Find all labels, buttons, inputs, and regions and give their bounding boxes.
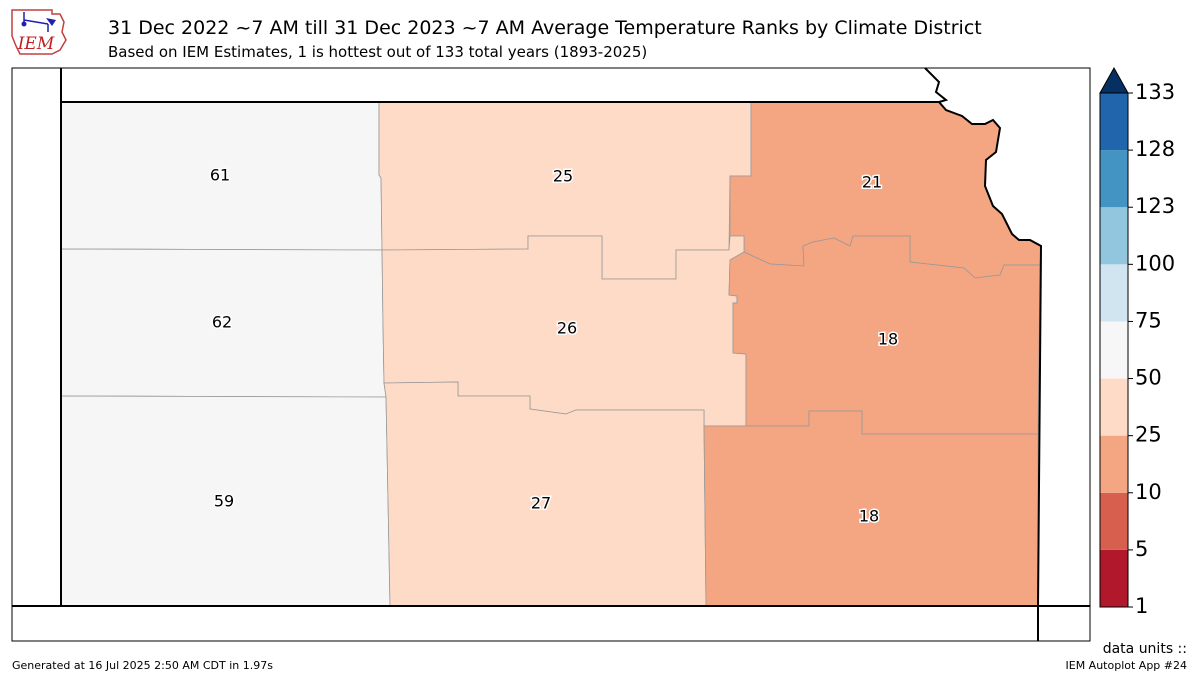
colorbar-segment [1100,207,1128,265]
rank-label-southwest: 59 [214,492,234,511]
rank-label-east-central: 18 [878,330,898,349]
colorbar-tick-label: 128 [1135,137,1175,161]
map-subtitle: Based on IEM Estimates, 1 is hottest out… [108,43,648,61]
colorbar-tick-label: 123 [1135,194,1175,218]
colorbar-extend-arrow [1099,66,1129,94]
colorbar-segment [1100,321,1128,379]
weather-station-icon [21,12,56,32]
colorbar-tick-label: 133 [1135,80,1175,104]
colorbar-tick-label: 100 [1135,251,1175,275]
colorbar-tick-label: 75 [1135,308,1162,332]
iem-logo: IEM [11,9,67,55]
colorbar-tick-label: 10 [1135,480,1162,504]
colorbar-frame [1099,92,1129,608]
map-title: 31 Dec 2022 ~7 AM till 31 Dec 2023 ~7 AM… [108,17,982,39]
colorbar-segment [1100,378,1128,436]
river-border-line [924,67,949,103]
colorbar: 1 5 10 25 50 75 100 123 128 133 [1099,66,1175,618]
logo-text: IEM [17,34,55,54]
data-units-label: data units :: [1102,641,1187,657]
colorbar-tick-label: 25 [1135,423,1162,447]
state-boundary [60,101,1043,607]
rank-label-northwest: 61 [210,166,230,185]
colorbar-tick-label: 50 [1135,366,1162,390]
colorbar-tick-label: 1 [1135,594,1148,618]
generated-timestamp: Generated at 16 Jul 2025 2:50 AM CDT in … [12,659,273,672]
colorbar-segment [1100,435,1128,493]
colorbar-tick-label: 5 [1135,537,1148,561]
colorbar-segment [1100,549,1128,607]
rank-label-south-central: 27 [531,494,551,513]
rank-label-north-central: 25 [553,167,573,186]
app-label: IEM Autoplot App #24 [1065,659,1188,672]
colorbar-segment [1100,93,1128,151]
rank-label-southeast: 18 [859,507,879,526]
rank-label-west-central: 62 [212,313,232,332]
district-south-central [383,381,707,607]
colorbar-segment [1100,264,1128,322]
colorbar-segment [1100,150,1128,208]
colorbar-segment [1100,492,1128,550]
rank-label-central: 26 [557,319,577,338]
rank-label-northeast: 21 [862,173,882,192]
